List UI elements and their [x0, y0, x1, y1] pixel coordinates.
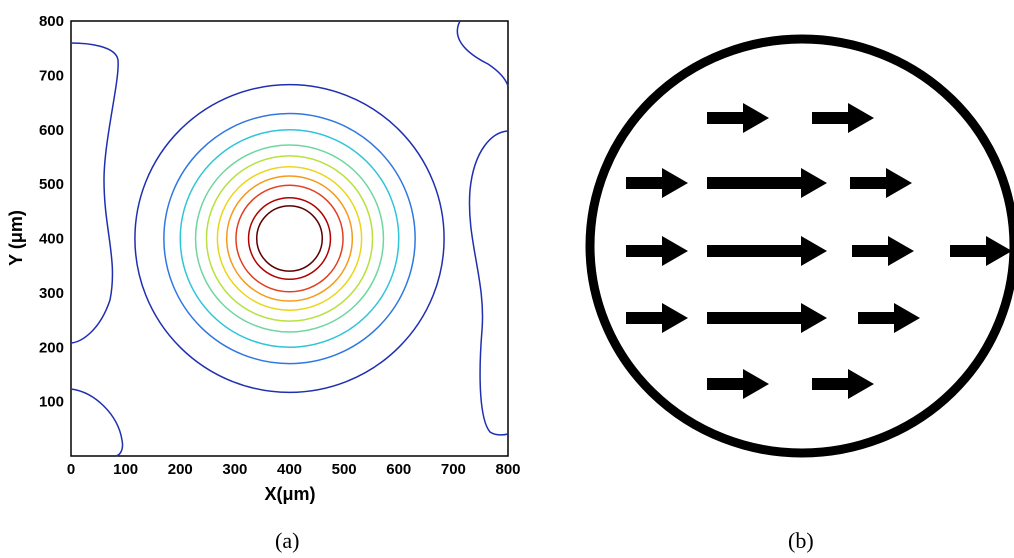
y-axis-label: Y (μm) [6, 210, 26, 266]
x-tick-label: 500 [332, 461, 357, 478]
contour-ring [163, 112, 416, 365]
x-tick-label: 700 [441, 461, 466, 478]
y-tick-label: 100 [39, 394, 64, 411]
flow-arrow [812, 369, 874, 399]
contour-ring [255, 205, 324, 272]
y-tick-label: 500 [39, 176, 64, 193]
x-tick-label: 100 [113, 461, 138, 478]
flow-arrow [707, 103, 769, 133]
x-tick-label: 800 [495, 461, 520, 478]
flow-arrow [707, 168, 827, 198]
flow-arrow [707, 369, 769, 399]
flow-arrow [950, 236, 1012, 266]
x-tick-label: 300 [222, 461, 247, 478]
y-tick-label: 600 [39, 122, 64, 139]
flow-schematic-panel [585, 34, 1014, 458]
x-axis-label: X(μm) [264, 484, 315, 504]
corner-contours [70, 20, 509, 457]
contour-ring [247, 196, 332, 281]
contour-ring [134, 83, 445, 394]
y-tick-label: 300 [39, 285, 64, 302]
contour-ring [225, 175, 354, 302]
flow-arrow [812, 103, 874, 133]
flow-arrow [707, 236, 827, 266]
x-tick-label: 0 [67, 461, 75, 478]
flow-arrow [850, 168, 912, 198]
caption-b: (b) [788, 528, 814, 553]
boundary-circle [585, 34, 1014, 458]
edge-contour [468, 130, 509, 436]
x-tick-label: 400 [277, 461, 302, 478]
contour-ring [216, 165, 363, 312]
contour-rings [134, 83, 445, 394]
contour-ring [194, 144, 385, 333]
flow-arrows [626, 103, 1012, 399]
flow-arrow [626, 168, 688, 198]
y-tick-label: 800 [39, 13, 64, 30]
contour-ring [235, 184, 344, 293]
flow-arrow [626, 236, 688, 266]
x-tick-label: 600 [386, 461, 411, 478]
contour-ring [179, 129, 400, 348]
x-tick-label: 200 [168, 461, 193, 478]
y-tick-label: 400 [39, 231, 64, 248]
y-tick-labels: 100 200 300 400 500 600 700 800 [39, 13, 64, 411]
y-tick-label: 200 [39, 339, 64, 356]
plot-frame [70, 20, 509, 457]
y-tick-label: 700 [39, 67, 64, 84]
edge-contour [70, 42, 119, 344]
flow-arrow [852, 236, 914, 266]
contour-plot-panel: 0 100 200 300 400 500 600 700 800 100 200 300 400 50… [6, 13, 521, 504]
caption-a: (a) [275, 528, 300, 553]
edge-contour [70, 388, 124, 457]
edge-contour [456, 20, 509, 87]
x-tick-labels: 0 100 200 300 400 500 600 700 800 [67, 461, 521, 478]
contour-ring [205, 155, 374, 322]
flow-arrow [626, 303, 688, 333]
flow-arrow [707, 303, 827, 333]
flow-arrow [858, 303, 920, 333]
